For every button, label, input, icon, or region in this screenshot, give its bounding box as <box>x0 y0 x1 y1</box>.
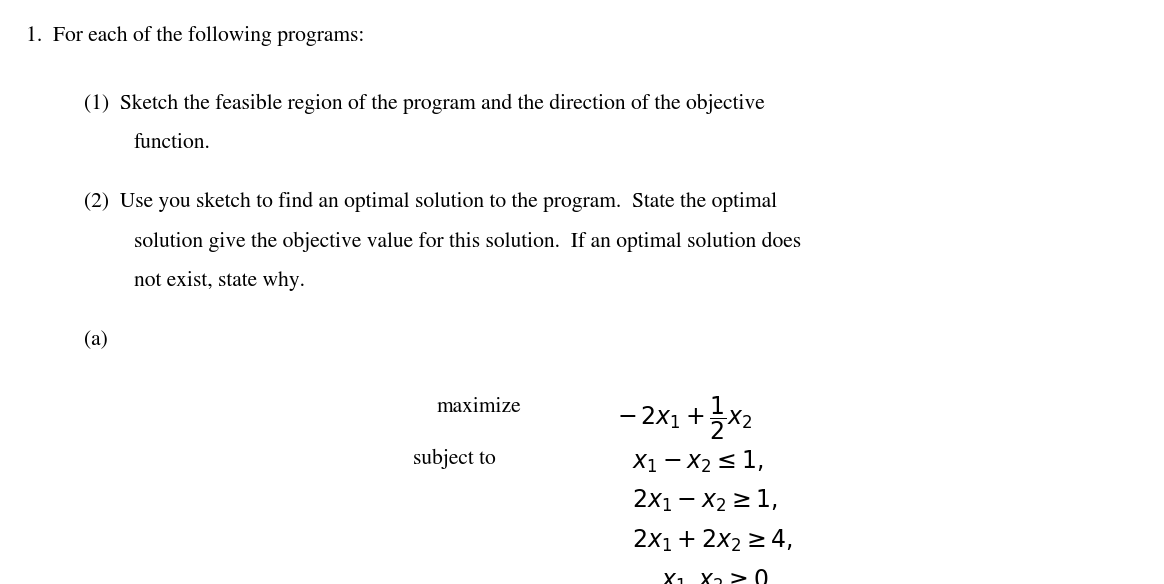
Text: maximize: maximize <box>436 397 521 417</box>
Text: subject to: subject to <box>413 449 496 469</box>
Text: solution give the objective value for this solution.  If an optimal solution doe: solution give the objective value for th… <box>134 231 801 252</box>
Text: (1)  Sketch the feasible region of the program and the direction of the objectiv: (1) Sketch the feasible region of the pr… <box>84 93 765 114</box>
Text: $x_1 - x_2 \leq 1,$: $x_1 - x_2 \leq 1,$ <box>632 449 764 475</box>
Text: $2x_1 - x_2 \geq 1,$: $2x_1 - x_2 \geq 1,$ <box>632 488 778 515</box>
Text: $2x_1 + 2x_2 \geq 4,$: $2x_1 + 2x_2 \geq 4,$ <box>632 528 793 554</box>
Text: not exist, state why.: not exist, state why. <box>134 271 305 291</box>
Text: (2)  Use you sketch to find an optimal solution to the program.  State the optim: (2) Use you sketch to find an optimal so… <box>84 192 776 212</box>
Text: 1.  For each of the following programs:: 1. For each of the following programs: <box>26 26 364 46</box>
Text: (a): (a) <box>84 330 107 350</box>
Text: $x_1, x_2 \geq 0$: $x_1, x_2 \geq 0$ <box>661 568 768 584</box>
Text: function.: function. <box>134 133 211 153</box>
Text: $-\,2x_1 + \dfrac{1}{2}x_2$: $-\,2x_1 + \dfrac{1}{2}x_2$ <box>617 394 753 442</box>
